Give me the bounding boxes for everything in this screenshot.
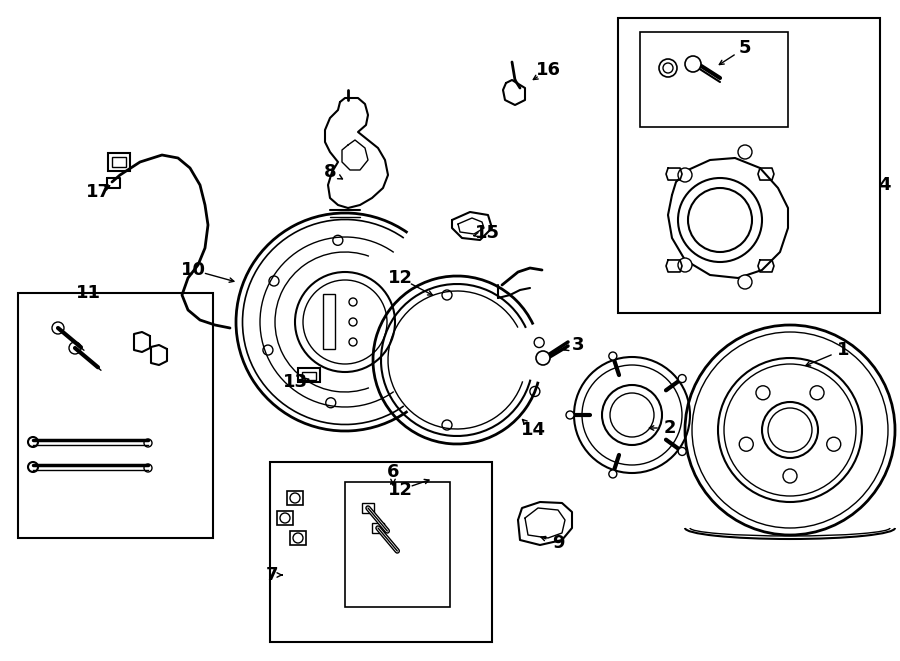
Circle shape <box>678 168 692 182</box>
Bar <box>290 531 306 545</box>
Circle shape <box>608 470 617 478</box>
Bar <box>112 157 126 167</box>
Bar <box>640 32 788 127</box>
Text: 14: 14 <box>520 421 545 439</box>
Text: 5: 5 <box>739 39 752 57</box>
Bar <box>287 491 303 505</box>
Text: 9: 9 <box>552 534 564 552</box>
Circle shape <box>608 352 617 360</box>
Text: 12: 12 <box>388 269 412 287</box>
Bar <box>18 293 213 538</box>
Circle shape <box>678 258 692 272</box>
Circle shape <box>679 447 686 455</box>
Text: 3: 3 <box>572 336 584 354</box>
Text: 1: 1 <box>837 341 850 359</box>
Bar <box>270 462 492 642</box>
Text: 15: 15 <box>474 224 500 242</box>
Text: 6: 6 <box>387 463 400 481</box>
Bar <box>298 368 320 382</box>
Circle shape <box>536 351 550 365</box>
Bar <box>345 482 450 607</box>
Bar <box>618 18 880 313</box>
Bar <box>372 523 384 533</box>
Text: 12: 12 <box>388 481 412 499</box>
Bar <box>277 511 293 525</box>
Bar <box>362 503 374 513</box>
Circle shape <box>738 275 752 289</box>
Circle shape <box>685 56 701 72</box>
Text: 2: 2 <box>664 419 676 437</box>
Bar <box>108 153 130 171</box>
Text: 11: 11 <box>76 284 101 302</box>
Text: 4: 4 <box>878 176 890 194</box>
Circle shape <box>738 145 752 159</box>
Bar <box>302 372 316 380</box>
Text: 10: 10 <box>181 261 205 279</box>
Circle shape <box>679 375 686 383</box>
Circle shape <box>566 411 574 419</box>
Text: 13: 13 <box>283 373 308 391</box>
Bar <box>323 294 335 349</box>
Text: 7: 7 <box>266 566 278 584</box>
Text: 16: 16 <box>536 61 561 79</box>
Text: 8: 8 <box>324 163 337 181</box>
Text: 17: 17 <box>86 183 111 201</box>
